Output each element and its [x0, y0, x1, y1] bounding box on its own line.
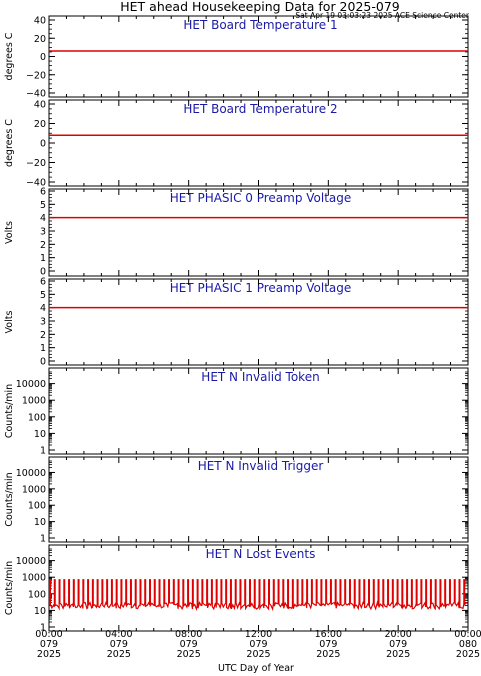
y-tick-label: 1000	[22, 396, 46, 407]
y-tick-label: 10	[34, 517, 46, 528]
y-tick-label: −40	[26, 89, 46, 100]
chart-title: HET ahead Housekeeping Data for 2025-079	[120, 0, 400, 14]
x-tick-label-time: 08:00	[175, 629, 202, 640]
y-tick-label: 1	[40, 534, 46, 545]
y-tick-label: 100	[28, 501, 46, 512]
x-tick-label-year: 2025	[456, 649, 480, 660]
x-tick-label-time: 00:00	[454, 629, 481, 640]
y-tick-label: 10000	[16, 379, 46, 390]
y-tick-label: 1	[40, 343, 46, 354]
x-tick-label-doy: 079	[40, 639, 58, 650]
y-axis-label: degrees C	[4, 32, 15, 80]
y-tick-label: 5	[40, 290, 46, 301]
panel-title: HET N Invalid Trigger	[198, 459, 324, 473]
y-tick-label: 1	[40, 623, 46, 634]
y-tick-label: 3	[40, 227, 46, 238]
panel-title: HET PHASIC 1 Preamp Voltage	[170, 281, 352, 295]
panel-title: HET Board Temperature 2	[183, 102, 337, 116]
y-tick-label: 10000	[16, 468, 46, 479]
y-tick-label: −20	[26, 70, 46, 81]
series-line	[49, 579, 469, 612]
y-tick-label: 6	[40, 277, 46, 288]
x-tick-label-doy: 079	[110, 639, 128, 650]
x-tick-label-year: 2025	[316, 649, 340, 660]
panel-7: HET N Lost Events Counts/min 10000 1000 100 1…	[4, 544, 469, 634]
x-tick-label-time: 00:00	[35, 629, 62, 640]
x-tick-label-year: 2025	[107, 649, 131, 660]
panel-title: HET PHASIC 0 Preamp Voltage	[170, 191, 352, 205]
x-axis-label: UTC Day of Year	[218, 663, 294, 674]
y-axis-label: Counts/min	[4, 472, 15, 526]
y-tick-label: 10	[34, 429, 46, 440]
y-tick-label: 3	[40, 317, 46, 328]
panel-title: HET N Lost Events	[206, 547, 316, 561]
panel-title: HET Board Temperature 1	[183, 18, 337, 32]
y-axis-label: Volts	[4, 221, 15, 244]
x-tick-label-time: 04:00	[105, 629, 132, 640]
y-tick-label: −20	[26, 158, 46, 169]
y-tick-label: 0	[40, 52, 46, 63]
y-tick-label: 1	[40, 446, 46, 457]
y-tick-label: −40	[26, 178, 46, 189]
y-tick-label: 2	[40, 330, 46, 341]
y-axis-label: Counts/min	[4, 384, 15, 438]
x-tick-label-doy: 079	[249, 639, 267, 650]
x-tick-label-year: 2025	[246, 649, 270, 660]
x-tick-label-time: 12:00	[245, 629, 272, 640]
x-tick-label-year: 2025	[37, 649, 61, 660]
y-tick-label: 40	[34, 16, 46, 27]
y-tick-label: 10	[34, 606, 46, 617]
y-tick-label: 100	[28, 589, 46, 600]
y-tick-label: 6	[40, 187, 46, 198]
y-tick-label: 0	[40, 139, 46, 150]
x-tick-label-year: 2025	[386, 649, 410, 660]
y-tick-label: 4	[40, 213, 46, 224]
panel-5: HET N Invalid Token Counts/min 10000 1000 10…	[4, 367, 469, 457]
y-tick-label: 1	[40, 253, 46, 264]
panel-2: HET Board Temperature 2 degrees C 40 20 0 −20…	[4, 99, 469, 189]
y-tick-label: 2	[40, 240, 46, 251]
panel-4: HET PHASIC 1 Preamp Voltage Volts 6 5 4 3 2 1 0	[4, 277, 469, 368]
y-tick-label: 10000	[16, 556, 46, 567]
y-tick-label: 0	[40, 267, 46, 278]
x-tick-label-doy: 079	[180, 639, 198, 650]
y-tick-label: 4	[40, 303, 46, 314]
y-tick-label: 100	[28, 412, 46, 423]
x-tick-label-year: 2025	[177, 649, 201, 660]
panel-6: HET N Invalid Trigger Counts/min 10000 1000…	[4, 456, 469, 545]
y-axis-label: Counts/min	[4, 561, 15, 615]
x-tick-label-time: 20:00	[384, 629, 411, 640]
y-axis-label: Volts	[4, 311, 15, 334]
y-axis-label: degrees C	[4, 119, 15, 167]
y-tick-label: 0	[40, 357, 46, 368]
y-tick-label: 1000	[22, 573, 46, 584]
y-tick-label: 1000	[22, 484, 46, 495]
y-tick-label: 5	[40, 200, 46, 211]
panel-1: HET Board Temperature 1 degrees C 40 20 0 −20…	[4, 15, 469, 100]
x-tick-label-doy: 079	[319, 639, 337, 650]
x-tick-label-doy: 079	[389, 639, 407, 650]
panel-title: HET N Invalid Token	[201, 370, 319, 384]
y-tick-label: 40	[34, 100, 46, 111]
x-tick-label-time: 16:00	[315, 629, 342, 640]
x-tick-label-doy: 080	[459, 639, 477, 650]
panel-3: HET PHASIC 0 Preamp Voltage Volts 6 5 4 3 2 1 0	[4, 187, 469, 278]
y-tick-label: 20	[34, 119, 46, 130]
y-tick-label: 20	[34, 34, 46, 45]
